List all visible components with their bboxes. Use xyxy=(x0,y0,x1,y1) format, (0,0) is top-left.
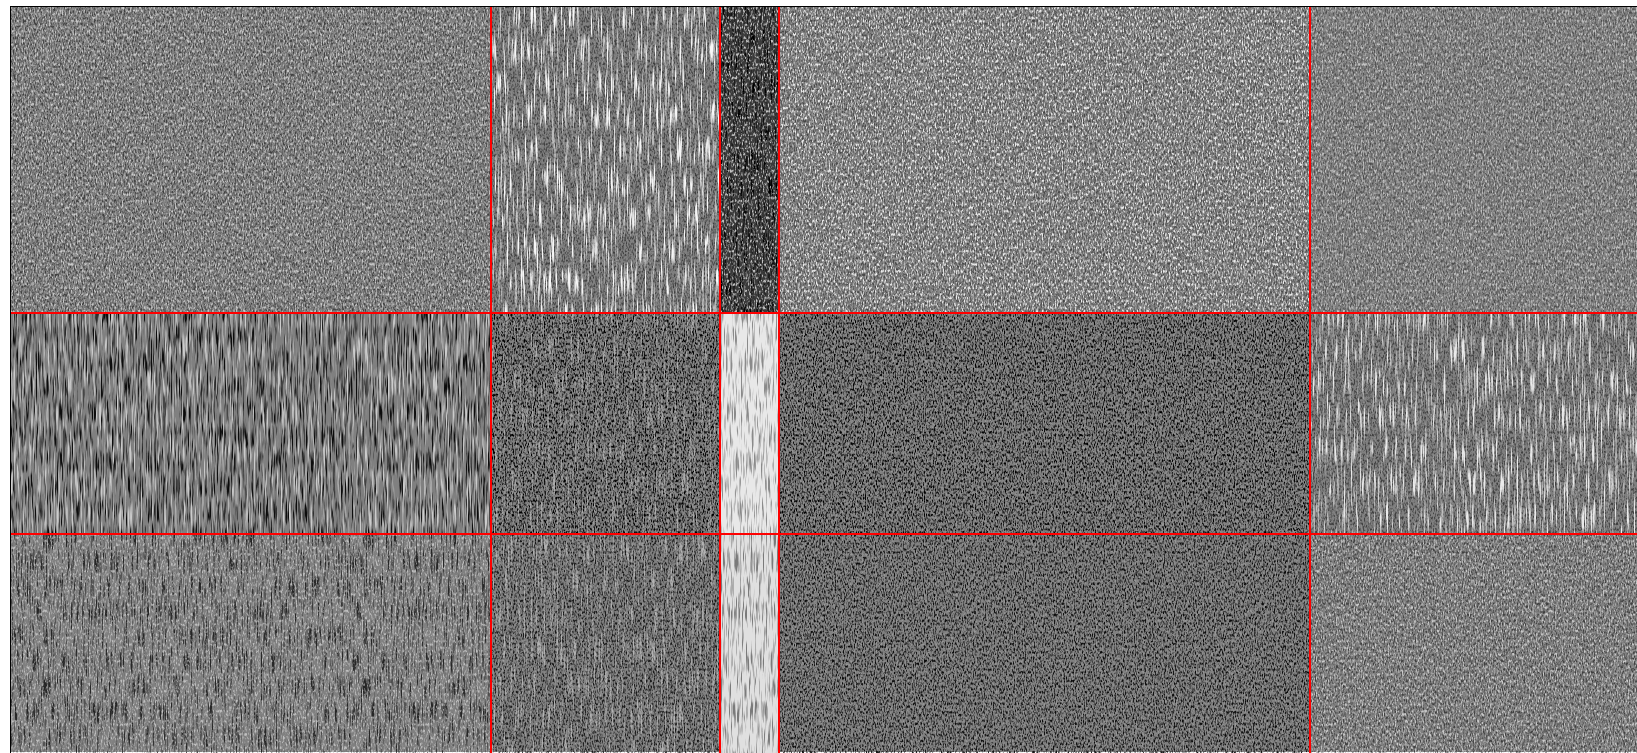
block-texture xyxy=(1310,6,1637,313)
block-texture xyxy=(779,6,1310,313)
block-texture xyxy=(1310,534,1637,753)
block-row-1 xyxy=(10,6,1637,313)
cluster-separators xyxy=(10,6,1637,753)
block-texture xyxy=(10,6,491,313)
block-texture xyxy=(491,6,720,313)
block-texture xyxy=(491,313,720,534)
block-row-2 xyxy=(10,313,1637,534)
block-row-3 xyxy=(10,534,1637,753)
block-texture xyxy=(10,313,491,534)
block-texture xyxy=(491,534,720,753)
block-texture xyxy=(720,534,779,753)
block-texture xyxy=(779,313,1310,534)
block-texture xyxy=(720,313,779,534)
block-texture xyxy=(779,534,1310,753)
matrix-frame xyxy=(10,6,1637,753)
block-texture xyxy=(10,534,491,753)
block-texture xyxy=(1310,313,1637,534)
block-texture xyxy=(720,6,779,313)
